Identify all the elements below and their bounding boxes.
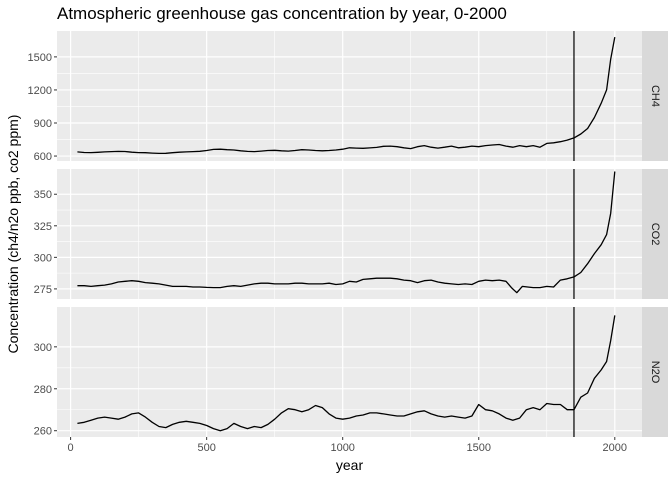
facet-strip-label: CO2 bbox=[649, 223, 661, 246]
y-tick-label: 1200 bbox=[28, 85, 52, 97]
y-tick-label: 260 bbox=[34, 426, 52, 438]
panel-n2o: 260 280 300 N2O bbox=[34, 307, 668, 438]
panel-co2: 275 300 325 350 CO2 bbox=[34, 169, 668, 299]
series-line-n2o bbox=[77, 315, 616, 432]
x-tick-label: 1500 bbox=[467, 442, 491, 454]
chart-title: Atmospheric greenhouse gas concentration… bbox=[57, 4, 507, 23]
y-tick-label: 300 bbox=[34, 342, 52, 354]
y-axis-title: Concentration (ch4/n2o ppb, co2 ppm) bbox=[5, 115, 21, 354]
series-line-co2 bbox=[77, 171, 616, 294]
facet-strip bbox=[642, 307, 668, 437]
panel-background bbox=[57, 307, 642, 437]
panel-ch4: 600 900 1200 1500 CH4 bbox=[28, 31, 668, 163]
series-line-ch4 bbox=[77, 36, 616, 155]
y-tick-label: 280 bbox=[34, 384, 52, 396]
x-tick-label: 500 bbox=[197, 442, 215, 454]
panel-background bbox=[57, 31, 642, 161]
facet-strip-label: N2O bbox=[649, 361, 661, 384]
y-tick-label: 1500 bbox=[28, 52, 52, 64]
y-tick-label: 300 bbox=[34, 252, 52, 264]
y-tick-label: 350 bbox=[34, 189, 52, 201]
facet-strip bbox=[642, 31, 668, 161]
panel-background bbox=[57, 169, 642, 299]
facet-strip bbox=[642, 169, 668, 299]
x-tick-label: 2000 bbox=[603, 442, 627, 454]
x-tick-label: 0 bbox=[68, 442, 74, 454]
facet-strip-label: CH4 bbox=[649, 85, 661, 107]
y-tick-label: 275 bbox=[34, 284, 52, 296]
y-tick-label: 325 bbox=[34, 221, 52, 233]
y-tick-label: 900 bbox=[34, 118, 52, 130]
x-tick-label: 1000 bbox=[330, 442, 354, 454]
x-axis-title: year bbox=[336, 457, 364, 473]
y-tick-label: 600 bbox=[34, 151, 52, 163]
